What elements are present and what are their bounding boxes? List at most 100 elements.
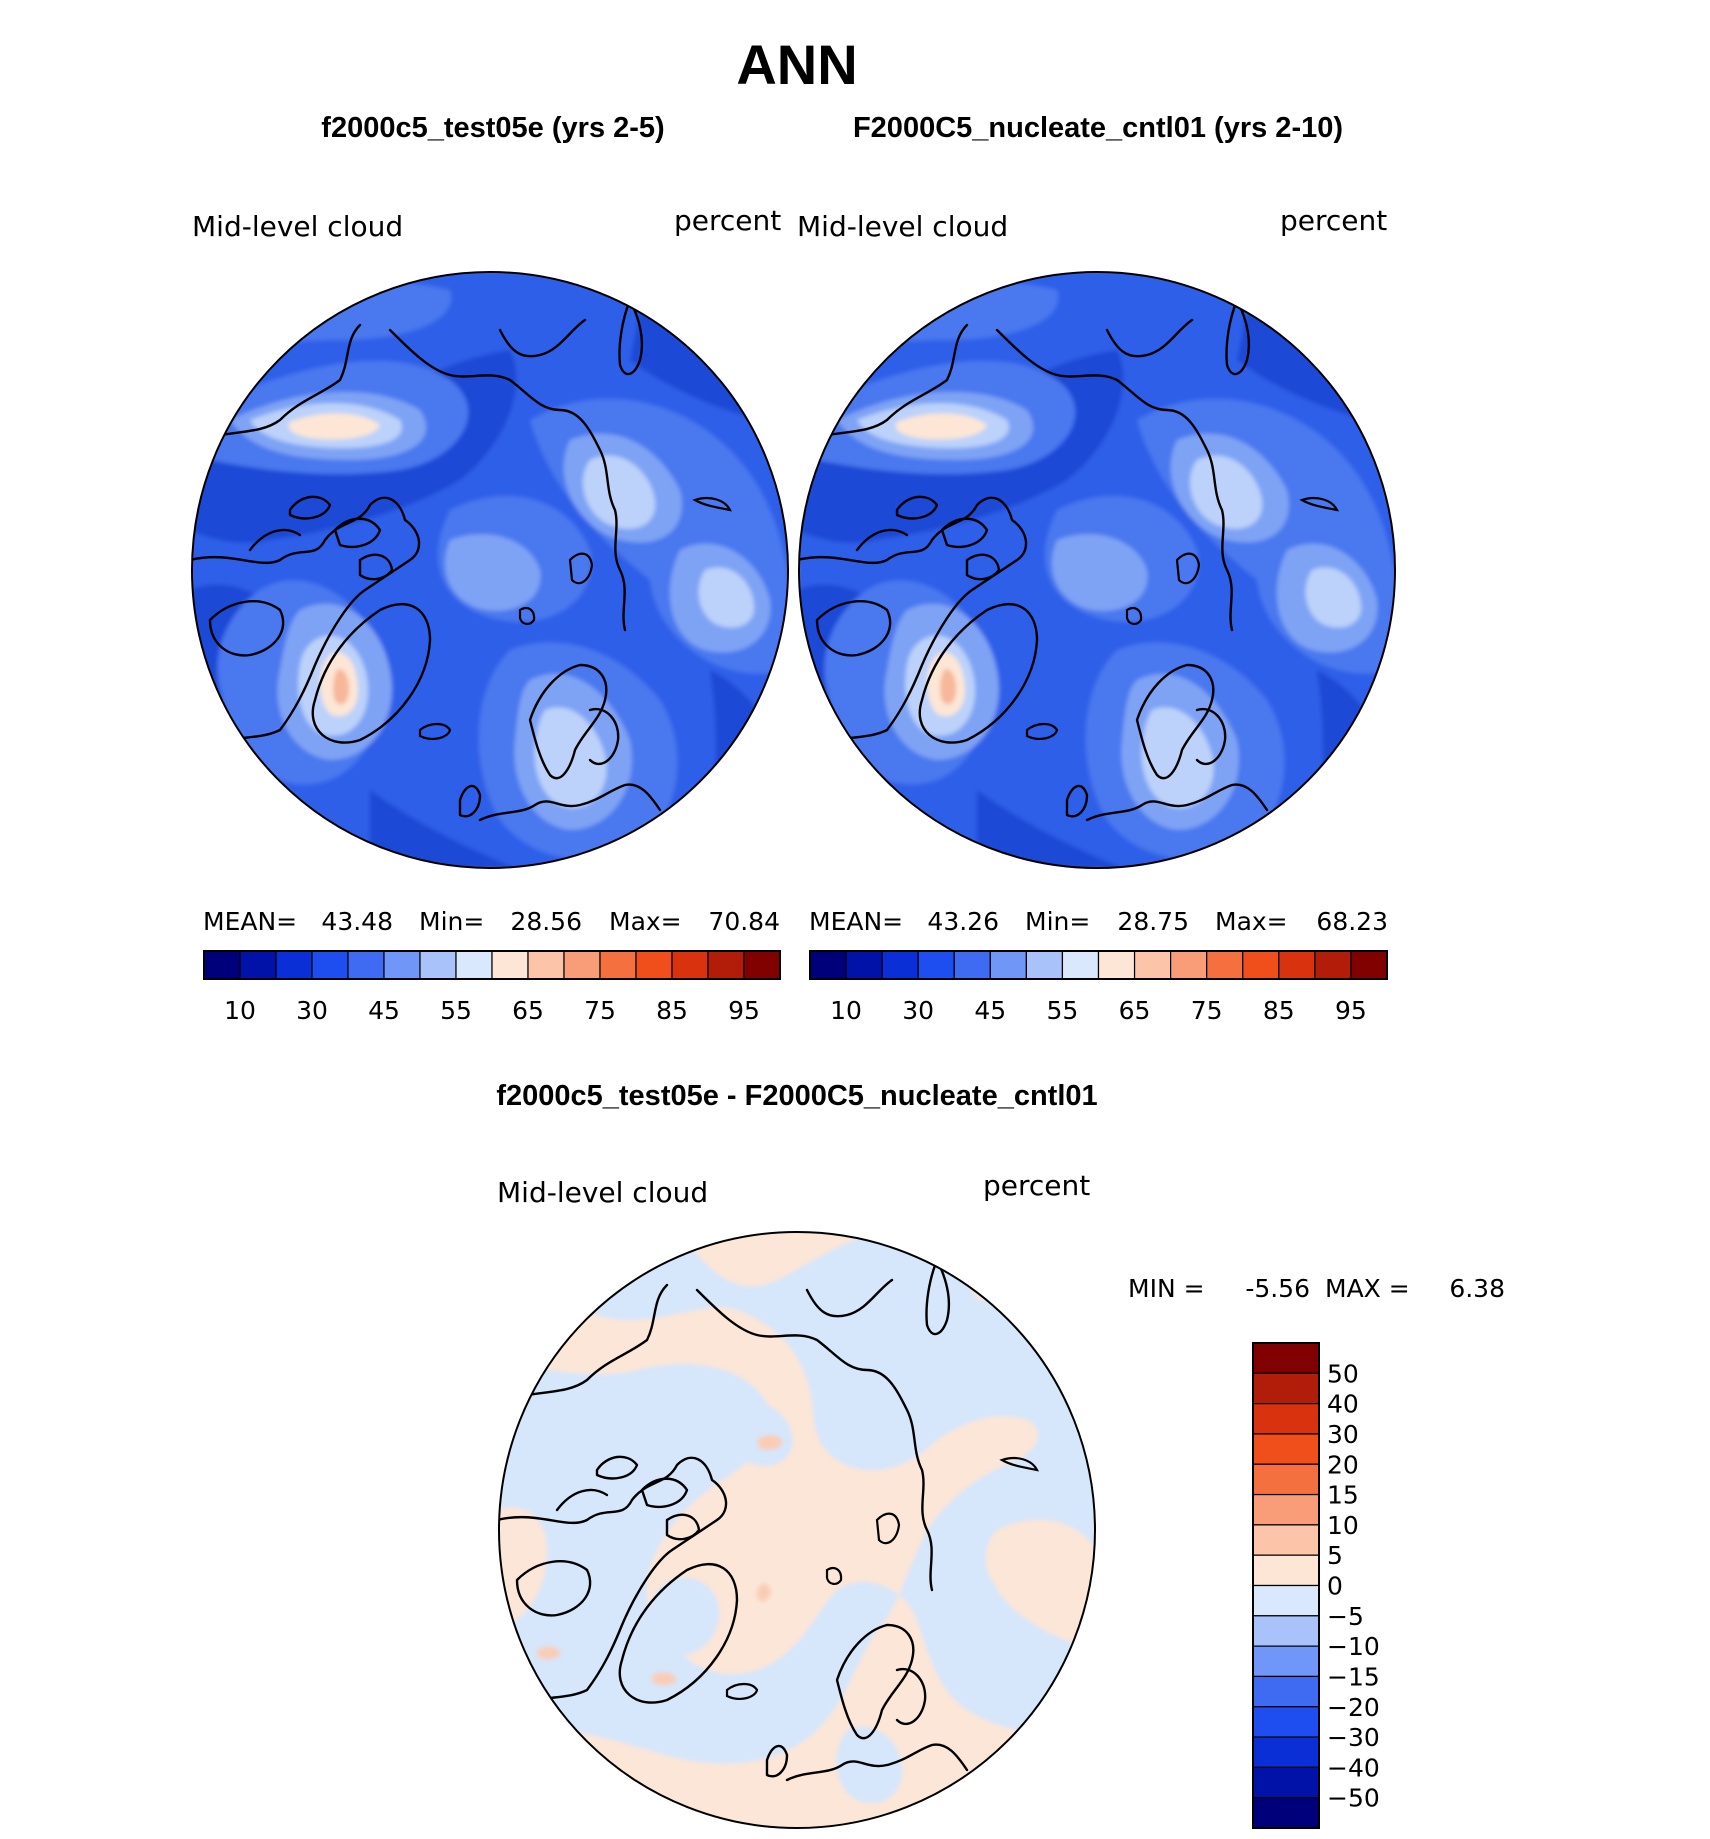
stat-min-label: Min=: [1025, 907, 1090, 936]
colorbar-tick-label: 75: [584, 996, 616, 1025]
diff-min-label: MIN =: [1128, 1274, 1205, 1303]
map-left: [191, 271, 789, 869]
colorbar-box: [239, 950, 277, 980]
colorbar-box: [311, 950, 349, 980]
colorbar-tick-label: 10: [224, 996, 256, 1025]
colorbar-box: [743, 950, 781, 980]
colorbar-tick-label: 95: [1335, 996, 1367, 1025]
colorbar-box: [1025, 950, 1064, 980]
panel-left-units-label: percent: [674, 204, 781, 237]
colorbar-tick-label: 55: [1047, 996, 1079, 1025]
colorbar-box: [1350, 950, 1388, 980]
colorbar-box: [707, 950, 745, 980]
colorbar-box: [491, 950, 529, 980]
colorbar-box: [635, 950, 673, 980]
difference-header: f2000c5_test05e - F2000C5_nucleate_cntl0…: [496, 1080, 1097, 1112]
colorbar-frame: [1252, 1342, 1320, 1829]
colorbar-box: [671, 950, 709, 980]
colorbar-tick-label: −15: [1327, 1662, 1380, 1691]
colorbar-box: [419, 950, 457, 980]
colorbar-box: [917, 950, 955, 980]
colorbar-box: [1314, 950, 1352, 980]
colorbar-tick-label: 30: [1327, 1420, 1359, 1449]
colorbar-box: [1133, 950, 1172, 980]
colorbar-box: [1252, 1524, 1320, 1556]
colorbar-tick-label: 30: [902, 996, 934, 1025]
map-right: [798, 271, 1396, 869]
colorbar-box: [1252, 1403, 1320, 1435]
colorbar-right: 10 30 45 55 65 75 85 95: [809, 950, 1388, 1025]
colorbar-tick-label: 65: [512, 996, 544, 1025]
colorbar-left: 10 30 45 55 65 75 85 95: [203, 950, 781, 1025]
colorbar-box: [203, 950, 241, 980]
colorbar-box: [1206, 950, 1244, 980]
colorbar-box: [1252, 1706, 1320, 1738]
stat-max-label: Max=: [609, 907, 682, 936]
colorbar-box: [1252, 1766, 1320, 1799]
colorbar-box: [1170, 950, 1208, 980]
colorbar-tick-label: −5: [1327, 1602, 1364, 1631]
colorbar-box: [455, 950, 493, 980]
difference-variable-label: Mid-level cloud: [497, 1176, 708, 1209]
colorbar-tick-label: 55: [440, 996, 472, 1025]
colorbar-tick-label: 75: [1191, 996, 1223, 1025]
colorbar-box: [1252, 1433, 1320, 1465]
panel-left-stats: MEAN= 43.48 Min= 28.56 Max= 70.84: [203, 907, 780, 936]
colorbar-box: [383, 950, 421, 980]
diff-min-value: -5.56: [1245, 1274, 1310, 1303]
stat-max-value: 70.84: [708, 907, 780, 936]
panel-right-header: F2000C5_nucleate_cntl01 (yrs 2-10): [853, 112, 1343, 144]
colorbar-tick-label: 0: [1327, 1572, 1343, 1601]
colorbar-box: [809, 950, 847, 980]
colorbar-tick-label: −30: [1327, 1723, 1380, 1752]
colorbar-tick-label: −10: [1327, 1632, 1380, 1661]
colorbar-box: [1252, 1675, 1320, 1708]
colorbar-frame: [203, 950, 781, 980]
colorbar-tick-label: 85: [1263, 996, 1295, 1025]
colorbar-tick-label: 45: [368, 996, 400, 1025]
colorbar-box: [1252, 1615, 1320, 1647]
colorbar-tick-label: −40: [1327, 1753, 1380, 1782]
stat-mean-label: MEAN=: [203, 907, 297, 936]
colorbar-box: [599, 950, 637, 980]
colorbar-box: [1252, 1584, 1320, 1617]
panel-right-units-label: percent: [1280, 204, 1387, 237]
colorbar-box: [845, 950, 883, 980]
colorbar-tick-label: 95: [728, 996, 760, 1025]
colorbar-tick-label: 30: [296, 996, 328, 1025]
colorbar-box: [1278, 950, 1316, 980]
colorbar-box: [347, 950, 385, 980]
colorbar-tick-label: −50: [1327, 1784, 1380, 1813]
panel-right-stats: MEAN= 43.26 Min= 28.75 Max= 68.23: [809, 907, 1388, 936]
colorbar-tick-label: 65: [1119, 996, 1151, 1025]
colorbar-tick-label: 15: [1327, 1481, 1359, 1510]
colorbar-box: [563, 950, 601, 980]
colorbar-box: [1252, 1463, 1320, 1496]
colorbar-box: [1252, 1372, 1320, 1405]
stat-min-label: Min=: [419, 907, 484, 936]
colorbar-box: [881, 950, 919, 980]
difference-minmax: MIN = -5.56 MAX = 6.38: [1128, 1274, 1505, 1303]
main-title: ANN: [736, 33, 857, 96]
colorbar-tick-label: 85: [656, 996, 688, 1025]
map-difference: [498, 1231, 1096, 1829]
colorbar-box: [1097, 950, 1136, 980]
colorbar-box: [275, 950, 313, 980]
colorbar-box: [1252, 1645, 1320, 1678]
colorbar-box: [1252, 1342, 1320, 1374]
colorbar-box: [953, 950, 991, 980]
colorbar-tick-label: 40: [1327, 1390, 1359, 1419]
colorbar-tick-label: −20: [1327, 1693, 1380, 1722]
stat-min-value: 28.56: [510, 907, 582, 936]
stat-mean-value: 43.48: [321, 907, 393, 936]
panel-left-variable-label: Mid-level cloud: [192, 210, 403, 243]
colorbar-box: [1252, 1736, 1320, 1768]
colorbar-box: [989, 950, 1027, 980]
colorbar-box: [1252, 1493, 1320, 1526]
colorbar-frame: [809, 950, 1388, 980]
diff-max-label: MAX =: [1325, 1274, 1410, 1303]
diff-max-value: 6.38: [1449, 1274, 1505, 1303]
stat-max-value: 68.23: [1316, 907, 1388, 936]
colorbar-box: [1061, 950, 1100, 980]
